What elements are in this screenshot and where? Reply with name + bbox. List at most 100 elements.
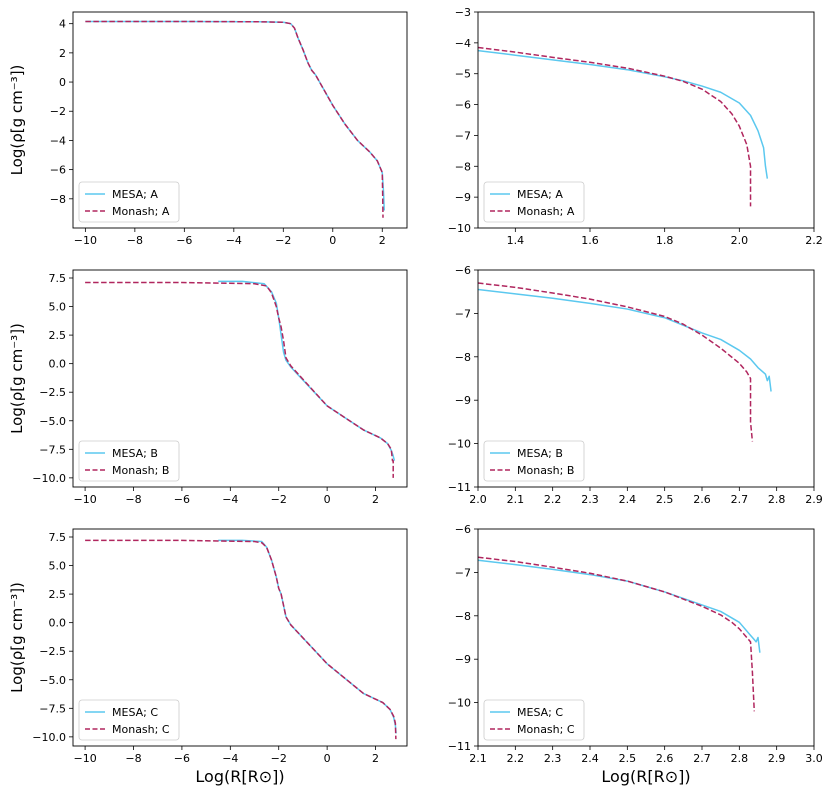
y-tick-label: −7.5 <box>39 443 66 456</box>
x-axis-label: Log(R[R⊙]) <box>195 767 284 786</box>
y-tick-label: 5.0 <box>49 560 67 573</box>
series-line-mesa <box>478 49 769 179</box>
y-tick-label: −4 <box>50 134 66 147</box>
series-line-monash <box>85 281 394 478</box>
legend-box <box>483 181 585 223</box>
legend-label: MESA; A <box>517 188 563 201</box>
x-tick-label: 0 <box>324 752 331 765</box>
y-axis-label: Log(ρ[g cm⁻³]) <box>8 65 26 176</box>
y-tick-label: −5 <box>455 68 471 81</box>
plot-frame <box>72 528 408 747</box>
series-line-mesa <box>478 288 772 392</box>
y-axis-label: Log(ρ[g cm⁻³]) <box>8 323 26 434</box>
legend-box <box>483 440 585 482</box>
legend-label: Monash; A <box>517 205 575 218</box>
legend-label: Monash; B <box>517 464 574 477</box>
x-tick-label: −4 <box>222 493 238 506</box>
x-tick-label: 2.3 <box>581 493 599 506</box>
x-tick-label: 2.7 <box>731 493 749 506</box>
legend-label: MESA; C <box>112 706 158 719</box>
legend-box <box>78 440 180 482</box>
x-tick-label: 2.9 <box>768 752 786 765</box>
x-tick-label: 2.4 <box>581 752 599 765</box>
subplot-6: 2.1 2.2 2.3 2.4 2.5 2.6 2.7 2.8 2.9 3.0 −11 −10 −9 −8… <box>448 523 823 786</box>
y-tick-label: −10 <box>448 222 471 235</box>
series-line-mesa <box>478 559 761 653</box>
x-tick-label: 2 <box>372 752 379 765</box>
x-tick-label: 3.0 <box>805 752 823 765</box>
y-tick-label: −6 <box>455 264 471 277</box>
series-line-monash <box>85 20 384 218</box>
legend-box <box>483 699 585 741</box>
subplot-1: −10 −8 −6 −4 −2 0 2 −8 −6 −4 −2 0 2 4 Log(ρ[g cm⁻³]) ME… <box>8 11 408 247</box>
plot-frame <box>72 269 408 488</box>
legend: MESA; B Monash; B <box>483 440 585 482</box>
x-tick-label: 2.6 <box>693 493 711 506</box>
legend-label: Monash; A <box>112 205 170 218</box>
x-tick-label: −4 <box>222 752 238 765</box>
y-tick-label: −8 <box>455 160 471 173</box>
legend-label: MESA; B <box>112 447 158 460</box>
x-tick-label: 2 <box>372 493 379 506</box>
x-tick-label: 2.1 <box>469 752 487 765</box>
y-tick-label: −11 <box>448 481 471 494</box>
x-tick-label: 2.2 <box>805 234 823 247</box>
y-tick-label: −6 <box>455 523 471 536</box>
x-tick-label: −2 <box>271 752 287 765</box>
y-tick-label: 5.0 <box>49 301 67 314</box>
plot-frame <box>477 528 815 747</box>
y-tick-label: −8 <box>455 351 471 364</box>
y-tick-label: 0.0 <box>49 358 67 371</box>
x-tick-label: 0 <box>324 493 331 506</box>
y-tick-label: −10 <box>448 438 471 451</box>
x-tick-label: 2.2 <box>544 493 562 506</box>
x-tick-label: −4 <box>226 234 242 247</box>
x-tick-label: −8 <box>127 234 143 247</box>
x-tick-label: 2 <box>379 234 386 247</box>
x-tick-label: 1.8 <box>656 234 674 247</box>
x-tick-label: −6 <box>176 234 192 247</box>
legend: MESA; C Monash; C <box>78 699 180 741</box>
x-tick-label: 2.2 <box>507 752 525 765</box>
y-tick-label: −9 <box>455 653 471 666</box>
x-tick-label: 2.3 <box>544 752 562 765</box>
x-tick-label: −2 <box>271 493 287 506</box>
subplot-4: 2.0 2.1 2.2 2.3 2.4 2.5 2.6 2.7 2.8 2.9 −11 −10 −9 −8… <box>448 264 823 506</box>
x-tick-label: 2.7 <box>693 752 711 765</box>
x-tick-label: 1.4 <box>507 234 525 247</box>
series-line-monash <box>478 46 752 207</box>
y-tick-label: −8 <box>50 193 66 206</box>
x-tick-label: 1.6 <box>581 234 599 247</box>
y-tick-label: −9 <box>455 394 471 407</box>
legend: MESA; A Monash; A <box>483 181 585 223</box>
y-tick-label: 7.5 <box>49 272 67 285</box>
y-tick-label: −11 <box>448 740 471 753</box>
x-tick-label: 2.0 <box>469 493 487 506</box>
y-tick-label: −10.0 <box>32 472 66 485</box>
y-tick-label: 0 <box>59 76 66 89</box>
y-tick-label: −5.0 <box>39 415 66 428</box>
y-axis-label: Log(ρ[g cm⁻³]) <box>8 582 26 693</box>
y-tick-label: 4 <box>59 18 66 31</box>
x-tick-label: 0 <box>329 234 336 247</box>
plot-frame <box>72 11 408 229</box>
subplot-3: −10 −8 −6 −4 −2 0 2 −10.0 −7.5 −5.0 −2.5 0.0 2.5 5.0 7… <box>8 269 408 506</box>
y-tick-label: 2.5 <box>49 329 67 342</box>
x-tick-label: −2 <box>275 234 291 247</box>
legend-label: MESA; C <box>517 706 563 719</box>
y-tick-label: −7.5 <box>39 702 66 715</box>
legend-label: Monash; C <box>517 723 575 736</box>
x-tick-label: 2.5 <box>656 493 674 506</box>
series-line-monash <box>478 282 754 442</box>
y-tick-label: −5.0 <box>39 674 66 687</box>
y-tick-label: −10 <box>448 697 471 710</box>
legend-label: MESA; B <box>517 447 563 460</box>
x-tick-label: −10 <box>74 234 97 247</box>
x-tick-label: 2.6 <box>656 752 674 765</box>
y-tick-label: −9 <box>455 191 471 204</box>
x-tick-label: −6 <box>174 493 190 506</box>
legend-box <box>78 181 180 223</box>
y-tick-label: −8 <box>455 610 471 623</box>
